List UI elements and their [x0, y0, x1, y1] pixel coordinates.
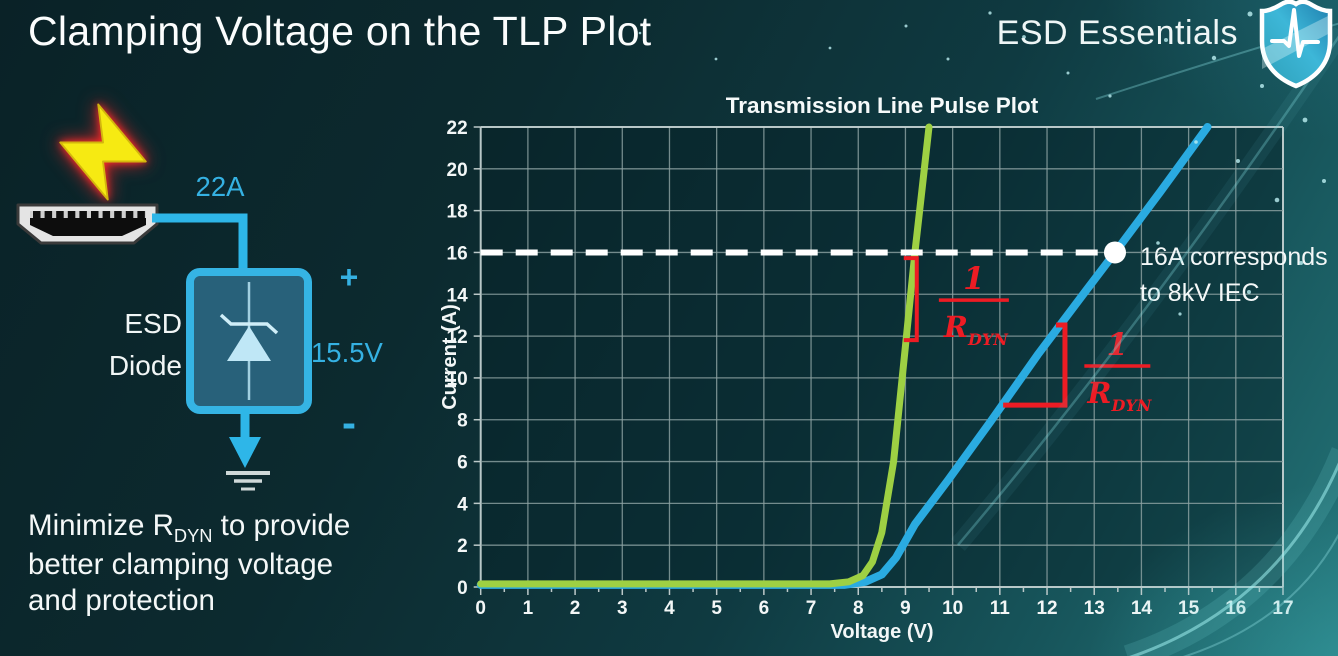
x-tick-label: 5 [711, 598, 722, 619]
zener-cathode-bar [219, 313, 279, 335]
lightning-bolt-icon [59, 103, 147, 201]
takeaway-note: Minimize RDYN to provide better clamping… [28, 508, 350, 619]
x-tick-label: 13 [1084, 598, 1105, 619]
x-tick-label: 2 [570, 598, 581, 619]
y-tick-label: 0 [457, 578, 468, 599]
particle-dot [1211, 55, 1217, 61]
series-green-curve [477, 123, 933, 588]
y-tick-label: 22 [447, 118, 468, 139]
plus-label: + [340, 259, 359, 295]
slope-triangle-right [1003, 322, 1068, 408]
y-tick-label: 18 [447, 202, 468, 223]
particle-dot [904, 24, 908, 28]
y-tick-label: 20 [447, 160, 468, 181]
chart-title: Transmission Line Pulse Plot [726, 93, 1039, 118]
x-tick-label: 0 [475, 598, 486, 619]
minus-label: - [342, 399, 356, 446]
x-tick-label: 17 [1272, 598, 1293, 619]
surge-current-label: 22A [196, 171, 246, 202]
y-tick-label: 12 [447, 327, 468, 348]
x-tick-label: 8 [853, 598, 864, 619]
x-tick-label: 9 [900, 598, 911, 619]
y-tick-label: 8 [457, 411, 468, 432]
diode-triangle [227, 326, 271, 361]
rdyn-subscript: DYN [173, 524, 213, 546]
rdyn-fraction-denominator-left: RDYN [943, 310, 1009, 349]
hdmi-pin [137, 211, 145, 220]
x-tick-label: 7 [806, 598, 817, 619]
x-tick-label: 12 [1036, 598, 1057, 619]
esd-circuit-diagram: 22A + 15.5V - ESD Diode [16, 103, 384, 491]
rdyn-fraction-numerator-left: 1 [963, 261, 985, 297]
device-label-line1: ESD [124, 308, 182, 339]
device-label-line2: Diode [109, 350, 182, 381]
x-tick-label: 4 [664, 598, 675, 619]
y-tick-label: 10 [447, 369, 468, 390]
ground-icon [226, 471, 270, 491]
slope-bracket-left [903, 256, 919, 343]
note-line-3: and protection [28, 584, 215, 618]
hdmi-pin [33, 211, 41, 220]
esd-shield-logo [1259, 0, 1333, 89]
particle-dot [1247, 11, 1253, 17]
hdmi-pin [67, 211, 76, 220]
x-tick-label: 11 [990, 598, 1011, 619]
note-line-2: better clamping voltage [28, 548, 334, 582]
pulse-line-icon [1270, 8, 1320, 58]
page-title: Clamping Voltage on the TLP Plot [28, 8, 652, 54]
x-tick-label: 1 [523, 598, 534, 619]
hdmi-pin [56, 211, 64, 220]
x-tick-label: 3 [617, 598, 628, 619]
hdmi-pin [44, 211, 53, 220]
x-tick-label: 16 [1225, 598, 1246, 619]
rdyn-fraction-numerator-right: 1 [1107, 327, 1129, 363]
particle-dot [714, 57, 718, 61]
y-tick-label: 4 [457, 494, 468, 515]
x-tick-label: 6 [759, 598, 770, 619]
x-tick-label: 14 [1131, 598, 1153, 619]
marker-note-line1: 16A corresponds [1140, 243, 1328, 271]
y-tick-label: 16 [447, 243, 468, 264]
y-axis-label: Current (A) [440, 304, 461, 410]
particle-dot [988, 11, 992, 15]
particle-dot [828, 46, 832, 50]
y-tick-label: 14 [447, 285, 469, 306]
particle-dot [946, 57, 950, 61]
marker-dot [1103, 241, 1126, 264]
x-axis-label: Voltage (V) [831, 621, 934, 643]
hdmi-pin [91, 211, 99, 220]
note-line-1: Minimize RDYN to provide [28, 509, 351, 546]
x-tick-label: 15 [1178, 598, 1200, 619]
y-tick-label: 2 [457, 536, 468, 557]
y-tick-label: 6 [457, 453, 468, 474]
wire-top [152, 213, 248, 272]
hdmi-pin [114, 211, 122, 220]
x-tick-label: 10 [942, 598, 963, 619]
brand-text: ESD Essentials [996, 14, 1238, 52]
hdmi-connector-icon [16, 203, 159, 245]
hdmi-pin [102, 211, 111, 220]
arrow-down-icon [229, 437, 261, 468]
hdmi-pin [125, 211, 134, 220]
hdmi-pin [79, 211, 87, 220]
clamp-voltage-label: 15.5V [311, 337, 384, 368]
marker-note-line2: to 8kV IEC [1140, 279, 1260, 307]
rdyn-fraction-denominator-right: RDYN [1086, 376, 1152, 415]
particle-dot [1066, 71, 1070, 75]
